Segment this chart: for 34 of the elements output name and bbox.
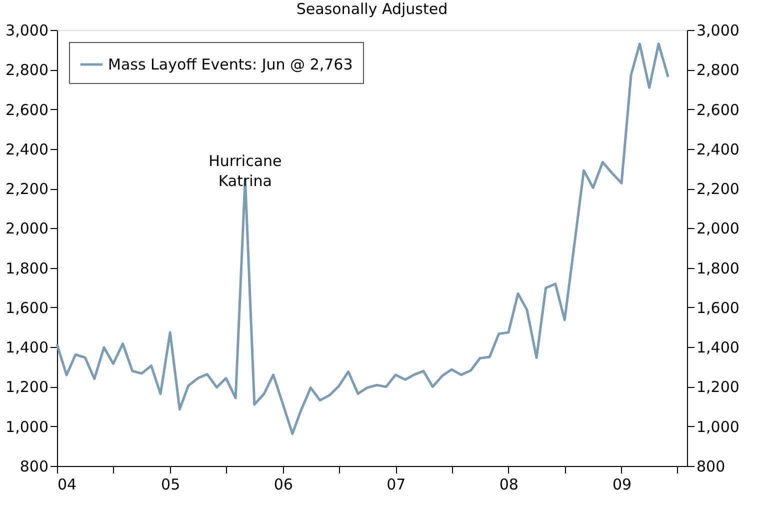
y2-tick-label: 1,000 [696, 418, 740, 436]
y2-tick-label: 1,400 [696, 338, 740, 357]
y-tick-label: 1,600 [6, 298, 48, 317]
y2-tick-label: 2,600 [696, 100, 740, 119]
y2-tick-label: 1,800 [696, 259, 740, 278]
x-tick-label: 09 [612, 476, 632, 494]
y-tick-label: 2,800 [6, 61, 48, 80]
y-tick-label: 2,400 [6, 140, 48, 158]
y2-tick-label: 2,800 [696, 61, 740, 80]
legend-label: Mass Layoff Events: Jun @ 2,763 [108, 56, 353, 74]
y-tick-label: 1,400 [6, 338, 48, 357]
y2-tick-label: 2,200 [696, 180, 740, 198]
y-tick-label: 800 [20, 458, 48, 476]
chart-title: Seasonally Adjusted [296, 0, 448, 18]
annotation: Hurricane Katrina [208, 152, 282, 190]
line-series [56, 42, 670, 435]
x-tick-label: 04 [58, 476, 77, 494]
y-tick-label: 3,000 [6, 22, 48, 40]
y-tick-label: 1,800 [6, 259, 48, 278]
y2-tick-label: 1,600 [696, 298, 740, 317]
y-tick-label: 2,600 [6, 100, 48, 119]
y-tick-label: 2,000 [6, 220, 48, 238]
y2-tick-label: 1,200 [696, 378, 740, 396]
x-tick-label: 06 [274, 476, 293, 494]
x-tick-label: 07 [386, 476, 406, 494]
y2-tick-label: 3,000 [696, 22, 740, 40]
y2-tick-label: 2,000 [696, 220, 740, 238]
x-tick-label: 05 [161, 476, 180, 494]
x-tick-label: 08 [499, 476, 518, 494]
y-tick-label: 1,200 [6, 378, 48, 396]
y2-tick-label: 800 [696, 458, 726, 476]
y-tick-label: 1,000 [6, 418, 48, 436]
y-tick-label: 2,200 [6, 180, 48, 198]
y2-tick-label: 2,400 [696, 140, 740, 158]
